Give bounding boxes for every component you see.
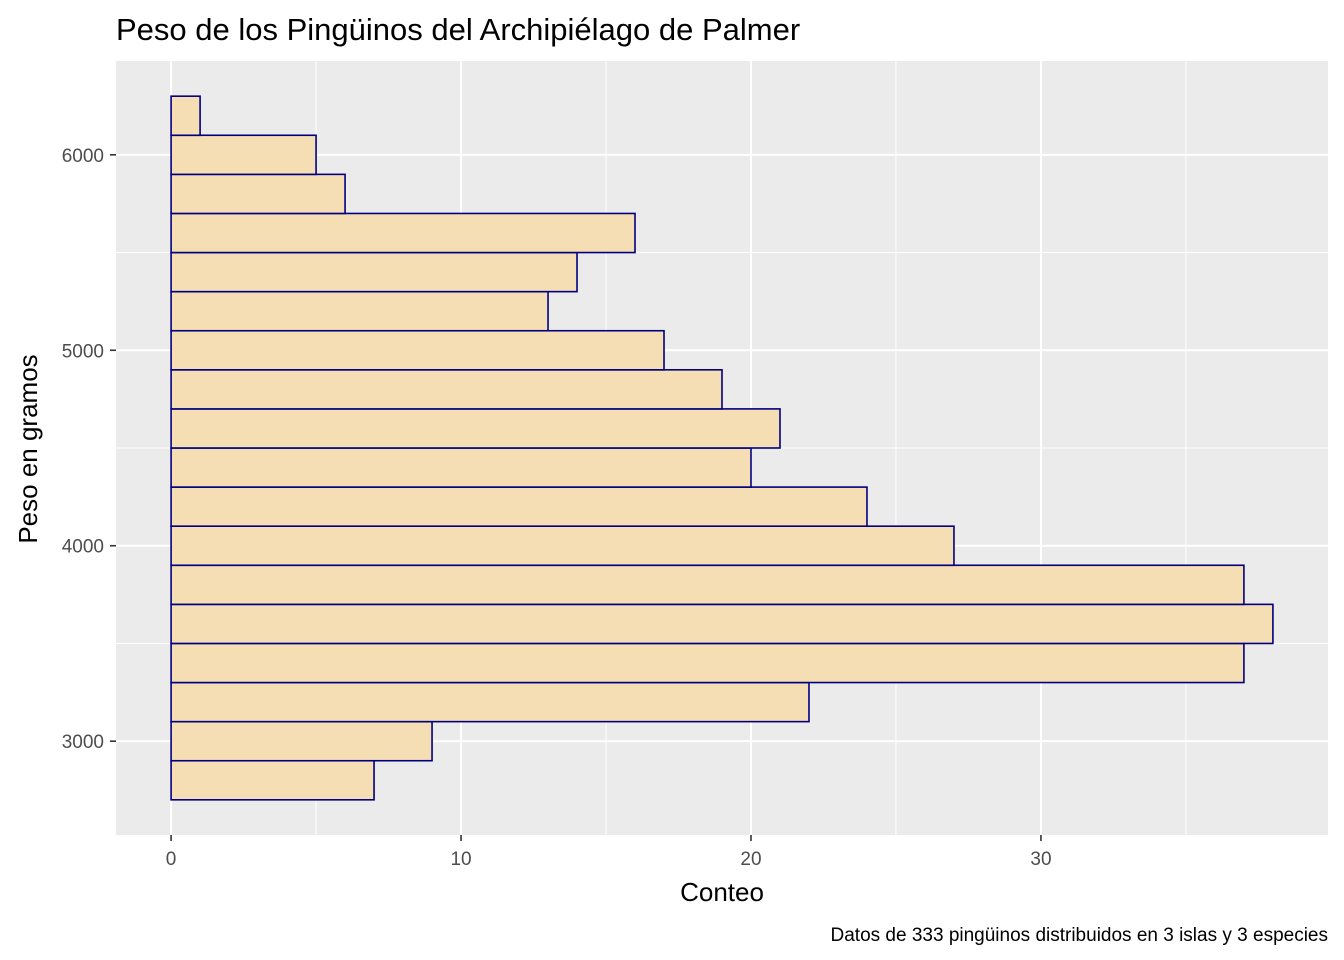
- x-tick-label: 10: [450, 849, 471, 870]
- histogram-bar: [170, 290, 549, 332]
- histogram-bar: [170, 447, 752, 488]
- y-axis-title: Peso en gramos: [13, 354, 43, 543]
- histogram-bar: [170, 212, 636, 254]
- x-tick-label: 20: [740, 849, 761, 870]
- y-tick-label: 5000: [62, 341, 104, 362]
- histogram-bar: [170, 134, 317, 176]
- histogram-bar: [170, 603, 1274, 645]
- histogram-bars: [170, 95, 1274, 801]
- chart-title: Peso de los Pingüinos del Archipiélago d…: [116, 12, 800, 47]
- chart-caption: Datos de 333 pingüinos distribuidos en 3…: [831, 925, 1328, 946]
- x-tick-label: 30: [1030, 849, 1051, 870]
- y-tick-label: 4000: [62, 537, 104, 558]
- histogram-bar: [170, 369, 723, 410]
- histogram-bar: [170, 564, 1245, 606]
- histogram-bar: [170, 759, 375, 801]
- y-tick-label: 3000: [62, 732, 104, 753]
- histogram-bar: [170, 720, 433, 762]
- x-axis: 0 10 20 30: [166, 835, 1052, 870]
- histogram-bar: [170, 329, 665, 371]
- histogram-bar: [170, 408, 781, 449]
- histogram-bar: [170, 486, 868, 527]
- histogram-bar: [170, 681, 810, 723]
- histogram-bar: [170, 525, 955, 567]
- histogram-bar: [170, 251, 578, 293]
- histogram-bar: [170, 642, 1245, 684]
- histogram-bar: [170, 173, 346, 215]
- x-axis-title: Conteo: [680, 877, 764, 907]
- y-tick-label: 6000: [62, 146, 104, 167]
- y-axis: 3000 4000 5000 6000: [62, 146, 116, 753]
- histogram-bar: [170, 95, 201, 137]
- x-tick-label: 0: [166, 849, 177, 870]
